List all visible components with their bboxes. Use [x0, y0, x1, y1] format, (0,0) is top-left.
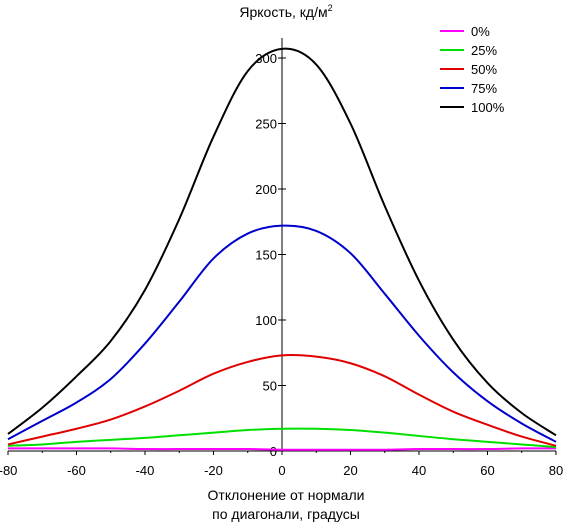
axes: 0 50 100 150 200 250 300 -80 -60 -40 -20 0 20 40 60 80	[0, 38, 563, 478]
x-tick-label: -60	[67, 463, 86, 478]
y-tick-label: 100	[255, 313, 277, 328]
legend-label: 100%	[471, 100, 505, 115]
x-axis-title-line1: Отклонение от нормали	[208, 487, 365, 503]
x-tick-label: 80	[549, 463, 563, 478]
x-tick-label: 20	[343, 463, 357, 478]
x-axis-title-line2: по диагонали, градусы	[212, 506, 360, 522]
legend-label: 75%	[471, 81, 497, 96]
y-tick-label: 250	[255, 117, 277, 132]
series-line-50pct	[7, 354, 557, 447]
y-tick-label: 50	[263, 379, 277, 394]
y-tick-label: 300	[255, 51, 277, 66]
x-tick-label: 40	[412, 463, 426, 478]
y-tick-label: 0	[270, 444, 277, 459]
y-tick-label: 150	[255, 248, 277, 263]
x-tick-label: 0	[278, 463, 285, 478]
x-tick-label: 60	[480, 463, 494, 478]
x-tick-label: -20	[204, 463, 223, 478]
y-axis-title: Яркость, кд/м2	[239, 3, 332, 20]
series-line-25pct	[7, 427, 557, 449]
legend-label: 50%	[471, 62, 497, 77]
x-tick-label: -80	[0, 463, 17, 478]
series-line-75pct	[7, 224, 557, 443]
legend-label: 0%	[471, 24, 490, 39]
legend-label: 25%	[471, 43, 497, 58]
series-lines	[7, 47, 557, 451]
series-line-100pct	[7, 47, 557, 437]
series-line-0pct	[8, 447, 557, 451]
y-tick-label: 200	[255, 182, 277, 197]
x-tick-label: -40	[136, 463, 155, 478]
legend: 0% 25% 50% 75% 100%	[440, 24, 505, 115]
